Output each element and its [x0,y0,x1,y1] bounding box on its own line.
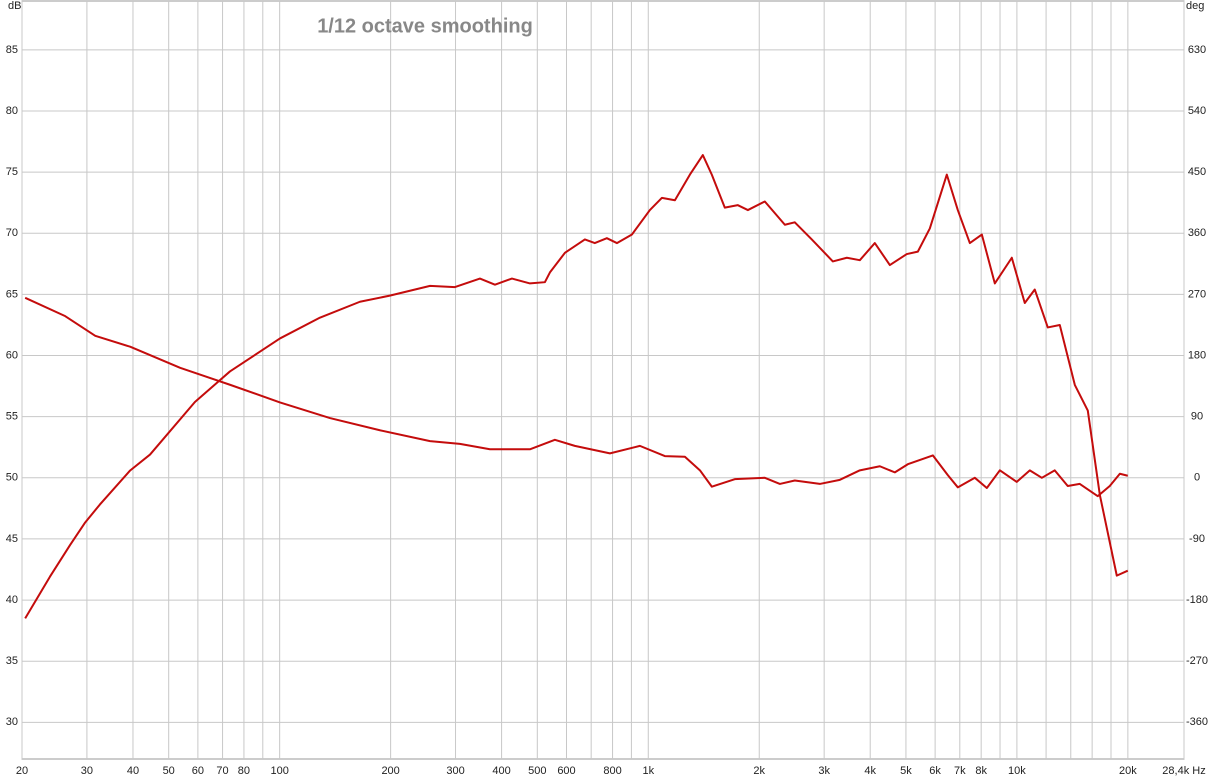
y2-tick-label: 450 [1188,166,1206,178]
x-tick-label: 5k [900,765,912,777]
x-tick-label: 3k [818,765,830,777]
y-axis-label: dB [8,0,21,12]
y-tick-label: 55 [6,411,18,423]
series-layer [24,154,1129,619]
series-line [24,154,1129,619]
x-tick-label: 6k [929,765,941,777]
y-tick-label: 45 [6,533,18,545]
y-tick-label: 70 [6,227,18,239]
x-tick-label: 70 [216,765,228,777]
y2-axis-label: deg [1186,0,1204,12]
x-tick-label: 28,4k Hz [1162,765,1205,777]
y-tick-label: 50 [6,472,18,484]
x-tick-label: 1k [642,765,654,777]
x-tick-label: 40 [127,765,139,777]
y-tick-label: 40 [6,594,18,606]
x-tick-label: 7k [954,765,966,777]
x-tick-label: 20 [16,765,28,777]
grid [21,1,1185,759]
y-tick-label: 85 [6,44,18,56]
x-tick-label: 400 [492,765,510,777]
x-tick-label: 500 [528,765,546,777]
y2-tick-label: -90 [1189,533,1205,545]
y-tick-label: 65 [6,288,18,300]
y2-tick-label: -270 [1186,655,1208,667]
x-tick-label: 10k [1008,765,1026,777]
y2-tick-label: -180 [1186,594,1208,606]
y2-tick-label: 0 [1194,472,1200,484]
x-tick-label: 300 [446,765,464,777]
y2-tick-label: 360 [1188,227,1206,239]
y2-tick-label: 540 [1188,105,1206,117]
x-tick-label: 8k [975,765,987,777]
x-tick-label: 60 [192,765,204,777]
y2-tick-label: 630 [1188,44,1206,56]
y-tick-label: 60 [6,349,18,361]
y2-tick-label: 90 [1191,411,1203,423]
y2-tick-label: -360 [1186,716,1208,728]
x-tick-label: 30 [81,765,93,777]
y2-tick-label: 180 [1188,349,1206,361]
y-tick-label: 30 [6,716,18,728]
y2-tick-label: 270 [1188,288,1206,300]
x-tick-label: 50 [163,765,175,777]
chart-title: 1/12 octave smoothing [317,15,533,37]
x-tick-label: 80 [238,765,250,777]
x-tick-label: 2k [753,765,765,777]
x-tick-label: 100 [270,765,288,777]
y-tick-label: 80 [6,105,18,117]
series-line [24,296,1129,498]
x-tick-label: 600 [557,765,575,777]
x-tick-label: 4k [864,765,876,777]
x-tick-label: 20k [1119,765,1137,777]
x-tick-label: 800 [603,765,621,777]
plot-area [21,0,1185,760]
x-tick-label: 200 [381,765,399,777]
y-tick-label: 35 [6,655,18,667]
y-tick-label: 75 [6,166,18,178]
